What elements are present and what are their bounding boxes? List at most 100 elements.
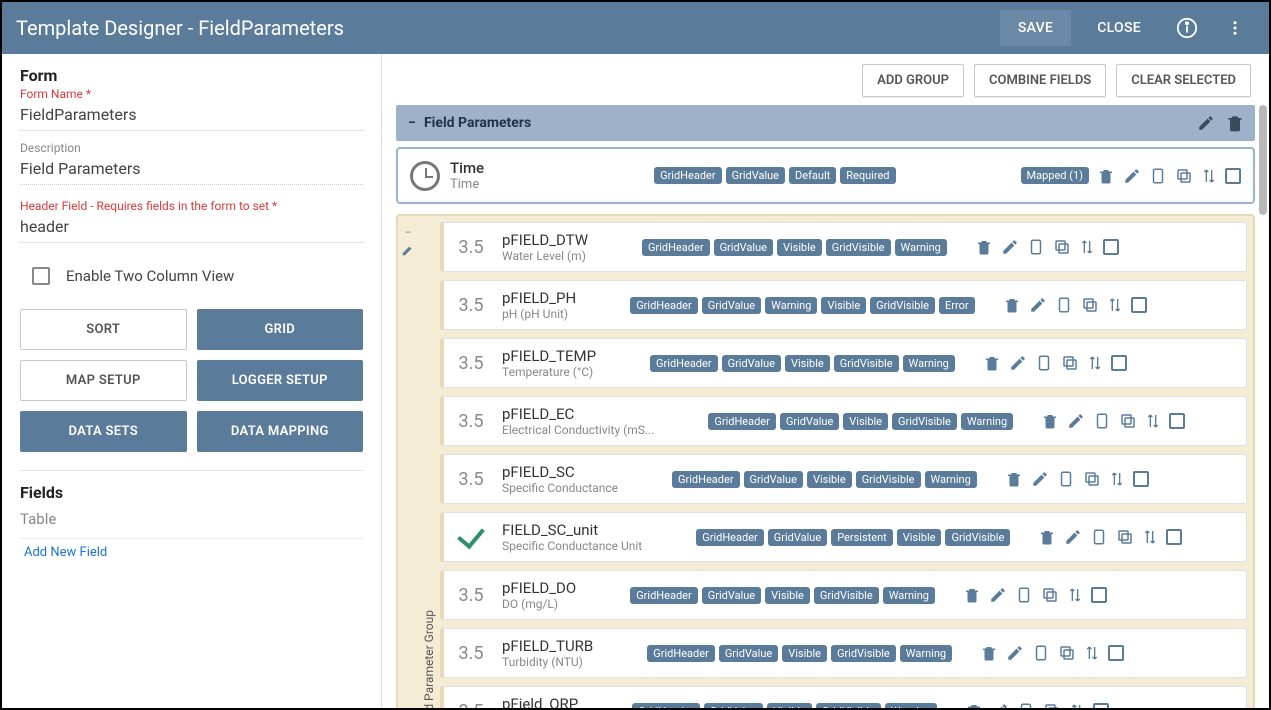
device-icon[interactable]	[1055, 296, 1073, 314]
reorder-icon[interactable]	[1145, 413, 1161, 429]
data-sets-button[interactable]: DATA SETS	[20, 411, 187, 452]
edit-icon[interactable]	[991, 702, 1009, 708]
copy-icon[interactable]	[1081, 296, 1099, 314]
time-card[interactable]: Time Time GridHeaderGridValueDefaultRequ…	[396, 147, 1255, 204]
mapped-badge[interactable]: Mapped (1)	[1021, 167, 1089, 184]
copy-icon[interactable]	[1175, 167, 1193, 185]
delete-icon[interactable]	[1097, 167, 1115, 185]
select-checkbox[interactable]	[1111, 355, 1127, 371]
delete-icon[interactable]	[975, 238, 993, 256]
edit-icon[interactable]	[1009, 354, 1027, 372]
reorder-icon[interactable]	[1142, 529, 1158, 545]
reorder-icon[interactable]	[1067, 587, 1083, 603]
select-checkbox[interactable]	[1091, 587, 1107, 603]
description-value[interactable]: Field Parameters	[20, 155, 363, 185]
field-row[interactable]: 3.5 pFIELD_TURB Turbidity (NTU) GridHead…	[440, 628, 1247, 678]
field-row[interactable]: 3.5 pFIELD_SC Specific Conductance GridH…	[440, 454, 1247, 504]
reorder-icon[interactable]	[1084, 645, 1100, 661]
delete-icon[interactable]	[1003, 296, 1021, 314]
reorder-icon[interactable]	[1079, 239, 1095, 255]
reorder-icon[interactable]	[1109, 471, 1125, 487]
two-column-row[interactable]: Enable Two Column View	[20, 253, 363, 299]
grid-button[interactable]: GRID	[197, 309, 364, 350]
logger-setup-button[interactable]: LOGGER SETUP	[197, 360, 364, 401]
header-field-value[interactable]: header	[20, 213, 363, 243]
field-row[interactable]: FIELD_SC_unit Specific Conductance Unit …	[440, 512, 1247, 562]
edit-icon[interactable]	[1123, 167, 1141, 185]
select-checkbox[interactable]	[1131, 297, 1147, 313]
device-icon[interactable]	[1027, 238, 1045, 256]
device-icon[interactable]	[1057, 470, 1075, 488]
save-button[interactable]: SAVE	[1000, 10, 1071, 46]
select-checkbox[interactable]	[1166, 529, 1182, 545]
edit-icon[interactable]	[1031, 470, 1049, 488]
sort-button[interactable]: SORT	[20, 309, 187, 350]
delete-icon[interactable]	[983, 354, 1001, 372]
more-menu-icon[interactable]	[1215, 8, 1255, 48]
device-icon[interactable]	[1090, 528, 1108, 546]
edit-icon[interactable]	[1064, 528, 1082, 546]
reorder-icon[interactable]	[1107, 297, 1123, 313]
section-delete-icon[interactable]	[1225, 113, 1245, 133]
delete-icon[interactable]	[1041, 412, 1059, 430]
map-setup-button[interactable]: MAP SETUP	[20, 360, 187, 401]
section-edit-icon[interactable]	[1197, 114, 1215, 132]
delete-icon[interactable]	[963, 586, 981, 604]
device-icon[interactable]	[1035, 354, 1053, 372]
copy-icon[interactable]	[1041, 586, 1059, 604]
device-icon[interactable]	[1015, 586, 1033, 604]
field-row[interactable]: 3.5 pFIELD_DTW Water Level (m) GridHeade…	[440, 222, 1247, 272]
edit-icon[interactable]	[1006, 644, 1024, 662]
copy-icon[interactable]	[1043, 702, 1061, 708]
copy-icon[interactable]	[1119, 412, 1137, 430]
close-button[interactable]: CLOSE	[1079, 10, 1159, 46]
delete-icon[interactable]	[965, 702, 983, 708]
reorder-icon[interactable]	[1087, 355, 1103, 371]
section-header[interactable]: − Field Parameters	[396, 105, 1255, 141]
select-checkbox[interactable]	[1133, 471, 1149, 487]
field-type-number: 3.5	[454, 411, 488, 432]
copy-icon[interactable]	[1116, 528, 1134, 546]
group-edit-icon[interactable]	[401, 243, 415, 257]
copy-icon[interactable]	[1053, 238, 1071, 256]
field-row[interactable]: 3.5 pFIELD_DO DO (mg/L) GridHeaderGridVa…	[440, 570, 1247, 620]
field-row[interactable]: 3.5 pFIELD_EC Electrical Conductivity (m…	[440, 396, 1247, 446]
reorder-icon[interactable]	[1069, 703, 1085, 708]
form-name-value[interactable]: FieldParameters	[20, 101, 363, 131]
device-icon[interactable]	[1093, 412, 1111, 430]
section-collapse-icon[interactable]: −	[406, 115, 418, 131]
edit-icon[interactable]	[1029, 296, 1047, 314]
content-scroll[interactable]: − Field Parameters Time Time	[382, 105, 1269, 708]
device-icon[interactable]	[1149, 167, 1167, 185]
form-name-label: Form Name *	[20, 87, 363, 101]
select-checkbox[interactable]	[1108, 645, 1124, 661]
select-checkbox[interactable]	[1225, 168, 1241, 184]
combine-fields-button[interactable]: COMBINE FIELDS	[974, 64, 1106, 97]
edit-icon[interactable]	[1001, 238, 1019, 256]
info-icon[interactable]	[1167, 8, 1207, 48]
two-column-checkbox[interactable]	[32, 267, 50, 285]
clear-selected-button[interactable]: CLEAR SELECTED	[1116, 64, 1251, 97]
field-row[interactable]: 3.5 pFIELD_PH pH (pH Unit) GridHeaderGri…	[440, 280, 1247, 330]
select-checkbox[interactable]	[1169, 413, 1185, 429]
copy-icon[interactable]	[1061, 354, 1079, 372]
delete-icon[interactable]	[980, 644, 998, 662]
reorder-icon[interactable]	[1201, 168, 1217, 184]
edit-icon[interactable]	[1067, 412, 1085, 430]
add-new-field-link[interactable]: Add New Field	[20, 539, 111, 566]
delete-icon[interactable]	[1038, 528, 1056, 546]
select-checkbox[interactable]	[1093, 703, 1109, 708]
copy-icon[interactable]	[1058, 644, 1076, 662]
copy-icon[interactable]	[1083, 470, 1101, 488]
edit-icon[interactable]	[989, 586, 1007, 604]
field-row[interactable]: 3.5 pField_ORP ORP (mV) GridHeaderGridVa…	[440, 686, 1247, 708]
select-checkbox[interactable]	[1103, 239, 1119, 255]
scrollbar[interactable]	[1259, 105, 1267, 708]
device-icon[interactable]	[1032, 644, 1050, 662]
add-group-button[interactable]: ADD GROUP	[862, 64, 964, 97]
data-mapping-button[interactable]: DATA MAPPING	[197, 411, 364, 452]
delete-icon[interactable]	[1005, 470, 1023, 488]
device-icon[interactable]	[1017, 702, 1035, 708]
field-row[interactable]: 3.5 pFIELD_TEMP Temperature (°C) GridHea…	[440, 338, 1247, 388]
group-collapse-icon[interactable]: −	[405, 226, 411, 239]
